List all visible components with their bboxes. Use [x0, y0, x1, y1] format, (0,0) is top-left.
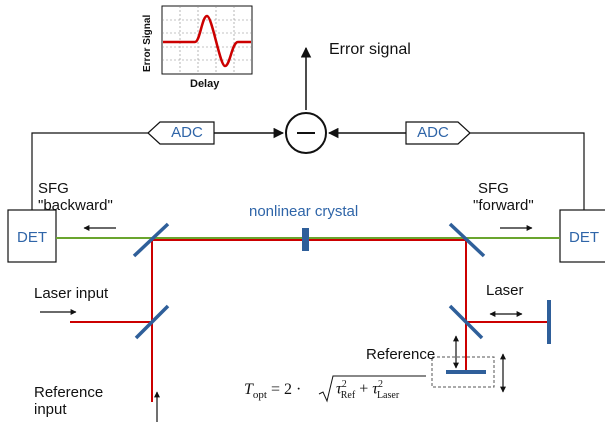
formula-eq: = 2 ·	[270, 381, 302, 398]
formula-lhs-sub: opt	[252, 389, 267, 402]
adc-right-box	[405, 121, 471, 145]
laser-label: Laser	[486, 282, 524, 299]
mirrors	[132, 222, 486, 340]
formula-tau-laser: τ	[372, 380, 378, 398]
mirror-bottom-left	[134, 304, 170, 340]
formula-tau-ref-exp: 2	[341, 379, 347, 390]
det-right-box	[559, 209, 605, 263]
formula-tau-ref: τ	[336, 380, 342, 398]
formula-radicand: τ2Ref + τ2Laser	[336, 379, 399, 401]
sfg-forward-label-2: "forward"	[473, 197, 534, 214]
adc-left-label: ADC	[171, 124, 203, 141]
sfg-backward-label-1: SFG	[38, 180, 69, 197]
inset-xlabel: Delay	[190, 78, 220, 90]
red-beams	[70, 239, 548, 402]
sfg-backward-label-2: "backward"	[38, 197, 113, 214]
error-signal-curve	[163, 14, 251, 68]
mirror-top-left	[132, 222, 170, 258]
right-signal-wire	[470, 132, 585, 210]
reference-label: Reference	[366, 346, 436, 363]
det-right-label: DET	[569, 229, 599, 246]
nonlinear-crystal	[302, 228, 309, 251]
inset-frame	[161, 5, 253, 75]
mirror-top-right	[448, 222, 486, 258]
mirror-bottom-right	[448, 304, 484, 340]
formula-lhs: T	[244, 381, 253, 398]
error-signal-inset	[161, 5, 253, 75]
error-signal-label: Error signal	[329, 41, 411, 58]
sfg-forward-label-1: SFG	[478, 180, 509, 197]
left-signal-wire	[31, 132, 148, 210]
crystal-label: nonlinear crystal	[249, 203, 359, 220]
laser-input-label: Laser input	[34, 285, 109, 302]
formula-tau-laser-sub: Laser	[376, 389, 400, 401]
sqrt-radical	[318, 375, 426, 403]
reference-input-label-2: input	[34, 401, 67, 418]
reference-input-label-1: Reference	[34, 384, 104, 401]
det-left-box	[7, 209, 57, 263]
formula-tau-ref-sub: Ref	[340, 389, 356, 401]
formula: Topt = 2 ·	[244, 381, 301, 401]
formula-plus: +	[359, 380, 369, 398]
inset-ylabel: Error Signal	[142, 14, 153, 72]
adc-right-label: ADC	[417, 124, 449, 141]
formula-tau-laser-exp: 2	[377, 379, 383, 390]
delay-stage-box	[431, 356, 495, 388]
det-left-label: DET	[17, 229, 47, 246]
